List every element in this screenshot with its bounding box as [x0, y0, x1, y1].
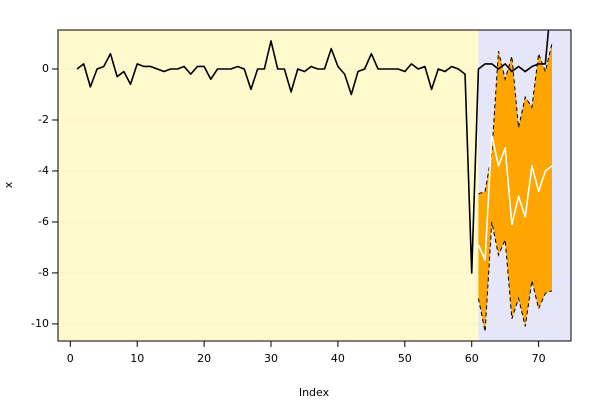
- shaded-region: [58, 30, 479, 341]
- x-tick-label: 10: [130, 352, 144, 365]
- band-lower-line: [477, 221, 553, 332]
- series-line: [76, 30, 550, 274]
- x-tick-label: 30: [264, 352, 278, 365]
- y-tick-label: -4: [38, 164, 49, 177]
- x-tick-label: 20: [197, 352, 211, 365]
- y-tick-label: -2: [38, 113, 49, 126]
- x-axis-label: Index: [299, 386, 330, 399]
- x-tick-label: 60: [465, 352, 479, 365]
- y-tick-label: -10: [31, 317, 49, 330]
- plot-layer: [76, 30, 553, 332]
- x-tick-label: 50: [398, 352, 412, 365]
- series-line: [477, 134, 553, 261]
- x-tick-label: 40: [331, 352, 345, 365]
- plot-frame: [57, 29, 572, 342]
- y-axis-label: x: [2, 181, 15, 188]
- band-upper-line: [478, 43, 553, 195]
- y-tick-label: 0: [42, 62, 49, 75]
- y-tick-label: -6: [38, 215, 49, 228]
- forecast-band: [478, 43, 552, 332]
- y-tick-label: -8: [38, 266, 49, 279]
- x-tick-label: 70: [532, 352, 546, 365]
- x-tick-label: 0: [67, 352, 74, 365]
